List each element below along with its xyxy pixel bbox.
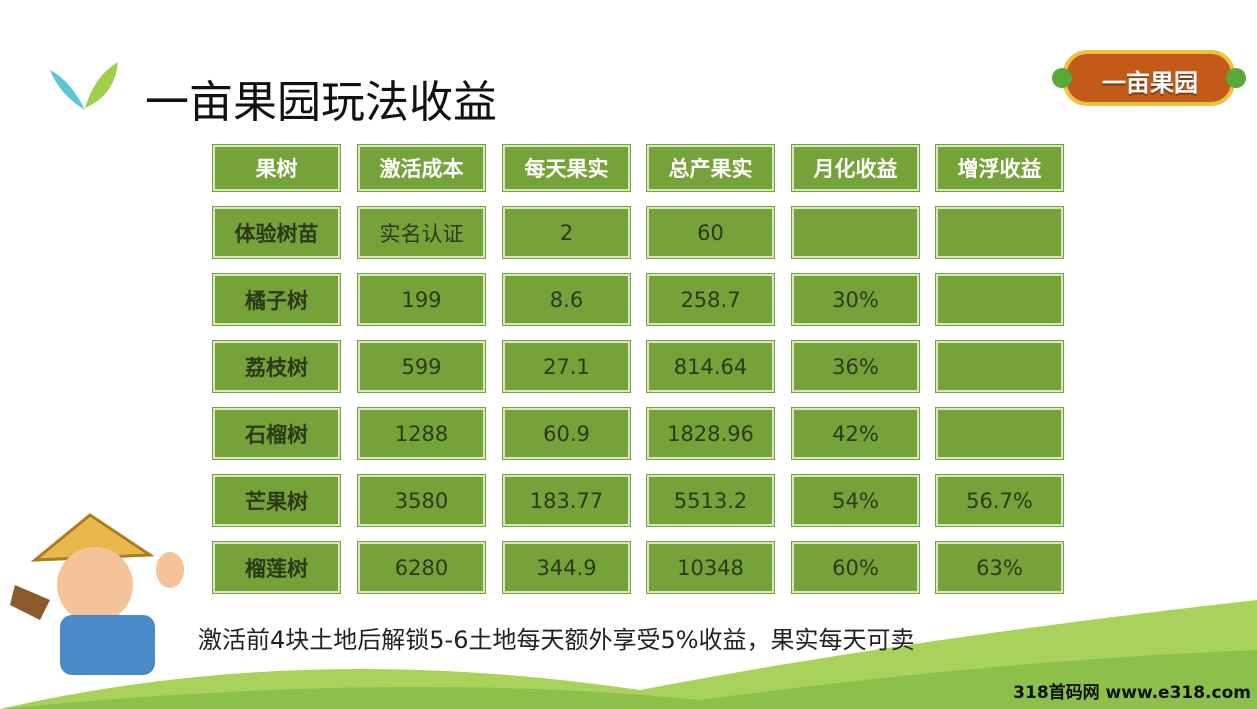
table-cell: [792, 207, 919, 258]
table-cell: 27.1: [503, 341, 630, 392]
table-cell: 实名认证: [358, 207, 485, 258]
header-cell: 每天果实: [503, 145, 630, 191]
table-cell: 橘子树: [213, 274, 340, 325]
header-cell: 果树: [213, 145, 340, 191]
table-cell: 6280: [358, 542, 485, 593]
header-cell: 总产果实: [647, 145, 774, 191]
table-cell: [936, 408, 1063, 459]
table-cell: 599: [358, 341, 485, 392]
table-cell: 258.7: [647, 274, 774, 325]
table-cell: 芒果树: [213, 475, 340, 526]
table-cell: 36%: [792, 341, 919, 392]
table-cell: 56.7%: [936, 475, 1063, 526]
table-cell: 199: [358, 274, 485, 325]
table-cell: 榴莲树: [213, 542, 340, 593]
leaf-icon: [85, 62, 118, 108]
table-cell: 1828.96: [647, 408, 774, 459]
table-cell: [936, 207, 1063, 258]
table-cell: 3580: [358, 475, 485, 526]
table-cell: 体验树苗: [213, 207, 340, 258]
table-cell: 183.77: [503, 475, 630, 526]
table-cell: 60.9: [503, 408, 630, 459]
grass: [0, 650, 1257, 709]
table-cell: 5513.2: [647, 475, 774, 526]
logo-leaf: [1226, 68, 1246, 88]
table-cell: 63%: [936, 542, 1063, 593]
table-cell: 荔枝树: [213, 341, 340, 392]
table-cell: [936, 341, 1063, 392]
table-cell: 814.64: [647, 341, 774, 392]
watermark: 318首码网 www.e318.com: [1013, 683, 1251, 703]
title: 一亩果园玩法收益: [145, 77, 497, 128]
table-cell: 42%: [792, 408, 919, 459]
header-cell: 激活成本: [358, 145, 485, 191]
leaf-icon: [50, 70, 85, 110]
note: 激活前4块土地后解锁5-6土地每天额外享受5%收益，果实每天可卖: [198, 626, 915, 654]
table-cell: 30%: [792, 274, 919, 325]
logo-leaf: [1052, 68, 1072, 88]
farmer: [10, 513, 184, 675]
table-cell: 2: [503, 207, 630, 258]
table-cell: 10348: [647, 542, 774, 593]
table-cell: 60%: [792, 542, 919, 593]
table-cell: [936, 274, 1063, 325]
table-cell: 1288: [358, 408, 485, 459]
table-cell: 石榴树: [213, 408, 340, 459]
logo-text: 一亩果园: [1102, 69, 1198, 97]
table-cell: 54%: [792, 475, 919, 526]
header-cell: 月化收益: [792, 145, 919, 191]
table-cell: 344.9: [503, 542, 630, 593]
header-cell: 增浮收益: [936, 145, 1063, 191]
table-cell: 8.6: [503, 274, 630, 325]
table-cell: 60: [647, 207, 774, 258]
